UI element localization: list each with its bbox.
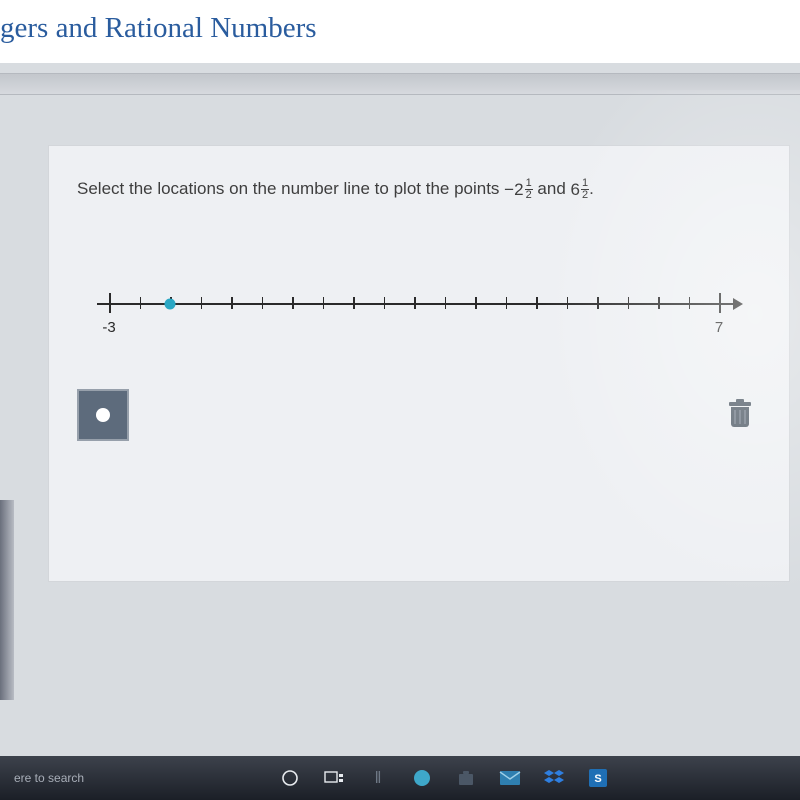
arrow-right-icon [733,298,743,310]
tick[interactable] [506,297,508,309]
dropbox-icon[interactable] [532,756,576,800]
tick[interactable] [445,297,447,309]
tick[interactable] [719,293,721,313]
trash-lid-icon [729,402,751,406]
trash-body-icon [731,407,749,427]
instruction-prefix: Select the locations on the number line … [77,179,504,198]
tick[interactable] [536,297,538,309]
point-tool-button[interactable] [77,389,129,441]
mail-icon[interactable] [488,756,532,800]
tick[interactable] [689,297,691,309]
number-line[interactable]: -3 7 [97,279,741,349]
point-tool-dot-icon [96,408,110,422]
tick[interactable] [140,297,142,309]
plotted-point[interactable] [165,298,176,309]
tick[interactable] [353,297,355,309]
tick-label: -3 [102,319,115,336]
edge-icon[interactable] [400,756,444,800]
page-header: gers and Rational Numbers [0,0,800,63]
search-input[interactable]: ere to search [8,771,108,785]
tick[interactable] [323,297,325,309]
tick[interactable] [658,297,660,309]
value-b: 612 [571,176,590,202]
store-icon[interactable] [444,756,488,800]
tool-row [77,389,761,441]
tick-label: 7 [715,319,723,336]
left-glare [0,500,14,700]
tick[interactable] [231,297,233,309]
axis-line [97,303,741,305]
tick[interactable] [201,297,203,309]
tick[interactable] [475,297,477,309]
app-s-icon[interactable]: S [576,756,620,800]
value-a: −212 [504,176,533,202]
svg-text:S: S [594,773,601,785]
instruction-joiner: and [533,179,571,198]
tick[interactable] [567,297,569,309]
instruction-suffix: . [589,179,594,198]
cortana-circle-icon[interactable] [268,756,312,800]
divider-icon: ‖ [356,756,400,800]
unit-title: gers and Rational Numbers [0,12,800,45]
toolbar-strip [0,73,800,95]
tick[interactable] [384,297,386,309]
tick[interactable] [262,297,264,309]
question-panel: Select the locations on the number line … [48,145,790,582]
tick[interactable] [109,293,111,313]
instruction-text: Select the locations on the number line … [77,176,761,203]
task-view-icon[interactable] [312,756,356,800]
windows-taskbar[interactable]: ere to search ‖ S [0,756,800,800]
trash-button[interactable] [729,402,751,428]
tick[interactable] [292,297,294,309]
tick[interactable] [628,297,630,309]
tick[interactable] [597,297,599,309]
tick[interactable] [414,297,416,309]
